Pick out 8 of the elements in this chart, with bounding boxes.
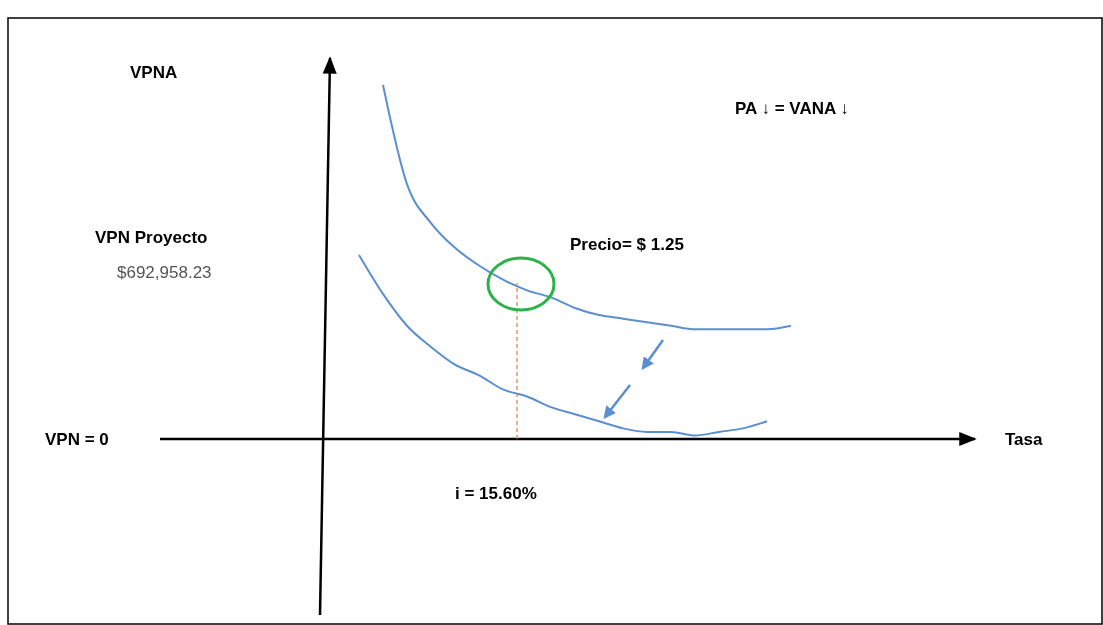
text: VPNA [130,63,178,82]
text: i = 15.60% [455,484,537,503]
text: $692,958.23 [117,263,212,282]
annotation: PA ↓ = VANA ↓ [735,99,849,118]
text: VPN = 0 [45,430,109,449]
annotation: Precio= $ 1.25 [570,235,684,254]
text: Tasa [1005,430,1044,449]
text: VPN Proyecto [95,228,208,247]
